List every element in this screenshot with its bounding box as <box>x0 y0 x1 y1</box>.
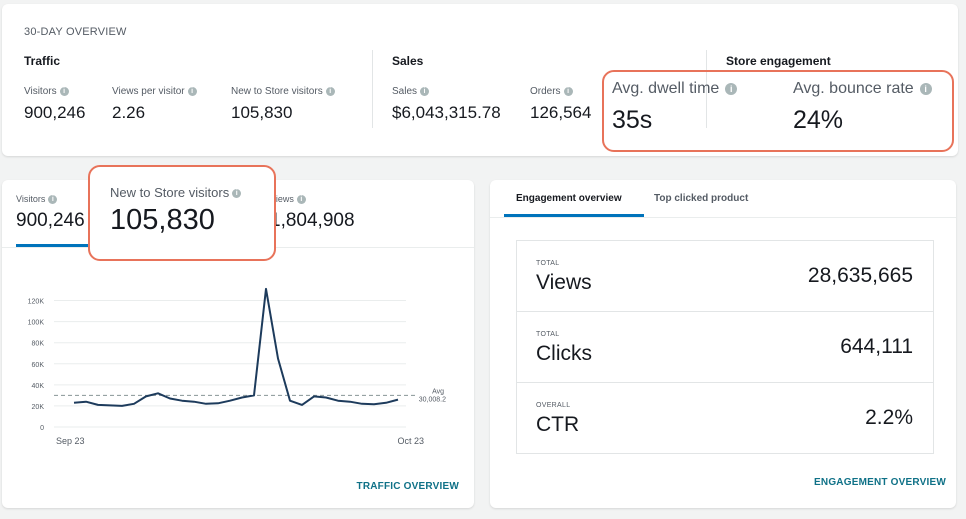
kpi-value: 644,111 <box>840 335 913 358</box>
metric-orders: Orders i 126,564 <box>530 86 591 123</box>
tab-divider <box>490 217 956 218</box>
metric-value: 900,246 <box>24 103 86 122</box>
y-tick-label: 0 <box>40 425 44 432</box>
metric-new-to-store: New to Store visitors i 105,830 <box>231 86 335 123</box>
average-value-label: 30,008.2 <box>419 396 446 403</box>
metric-value: 2.26 <box>112 103 146 122</box>
y-tick-label: 80K <box>32 341 45 348</box>
info-icon[interactable]: i <box>48 195 58 205</box>
traffic-metric-views[interactable]: Views i 1,804,908 <box>270 194 355 232</box>
visitors-series-line <box>73 287 399 407</box>
y-tick-label: 20K <box>32 404 45 411</box>
metric-visitors: Visitors i 900,246 <box>24 86 85 123</box>
metric-label: New to Store visitors <box>231 86 323 97</box>
engagement-group-title: Store engagement <box>726 54 831 68</box>
kpi-qualifier: OVERALL <box>536 402 571 409</box>
metric-avg-dwell-time: Avg. dwell time i 35s <box>612 80 738 135</box>
info-icon[interactable]: i <box>725 82 738 95</box>
metric-sales: Sales i $6,043,315.78 <box>392 86 501 123</box>
kpi-name: Clicks <box>536 342 592 365</box>
metric-value: 24% <box>793 106 844 134</box>
group-divider <box>372 50 373 128</box>
active-tab-underline <box>504 214 644 217</box>
kpi-name: Views <box>536 271 592 294</box>
metric-label: Visitors <box>16 194 46 204</box>
metric-value: 1,804,908 <box>270 210 355 232</box>
callout-label: New to Store visitors <box>110 185 230 200</box>
metric-value: $6,043,315.78 <box>392 103 501 122</box>
metric-label: Sales <box>392 86 418 97</box>
kpi-row-ctr: OVERALL CTR 2.2% <box>517 383 933 454</box>
engagement-card: Engagement overview Top clicked product … <box>490 180 956 508</box>
metric-value: 900,246 <box>16 210 85 232</box>
metric-views-per-visitor: Views per visitor i 2.26 <box>112 86 197 123</box>
kpi-row-clicks: TOTAL Clicks 644,111 <box>517 312 933 383</box>
metric-value: 35s <box>612 106 653 134</box>
metric-label: Avg. dwell time <box>612 80 720 97</box>
metric-label: Orders <box>530 86 561 97</box>
overview-card: 30-DAY OVERVIEW Traffic Sales Store enga… <box>2 4 958 156</box>
traffic-overview-link[interactable]: TRAFFIC OVERVIEW <box>356 481 459 492</box>
average-label: Avg <box>432 388 444 395</box>
kpi-name: CTR <box>536 413 580 436</box>
sales-group-title: Sales <box>392 54 424 68</box>
info-icon[interactable]: i <box>187 86 197 96</box>
info-icon[interactable]: i <box>919 82 932 95</box>
active-metric-underline <box>16 244 96 247</box>
tab-top-clicked-product[interactable]: Top clicked product <box>654 193 749 204</box>
info-icon[interactable]: i <box>420 86 430 96</box>
info-icon[interactable]: i <box>325 86 335 96</box>
kpi-qualifier: TOTAL <box>536 331 560 338</box>
new-to-store-visitors-callout: New to Store visitors i 105,830 <box>88 165 276 261</box>
metric-avg-bounce-rate: Avg. bounce rate i 24% <box>793 80 932 135</box>
kpi-qualifier: TOTAL <box>536 260 560 267</box>
kpi-row-views: TOTAL Views 28,635,665 <box>517 241 933 312</box>
metric-value: 126,564 <box>530 103 592 122</box>
y-tick-label: 60K <box>32 362 45 369</box>
info-icon[interactable]: i <box>563 86 573 96</box>
y-tick-label: 120K <box>28 299 45 306</box>
info-icon[interactable]: i <box>59 86 69 96</box>
highlight-annotation <box>602 70 954 152</box>
metric-label: Avg. bounce rate <box>793 80 914 97</box>
y-tick-label: 40K <box>32 383 45 390</box>
traffic-metric-visitors[interactable]: Visitors i 900,246 <box>16 194 85 232</box>
kpi-value: 2.2% <box>865 406 913 429</box>
metric-label: Views <box>270 194 294 204</box>
overview-title: 30-DAY OVERVIEW <box>24 26 127 38</box>
engagement-overview-link[interactable]: ENGAGEMENT OVERVIEW <box>814 477 946 488</box>
callout-value: 105,830 <box>110 204 215 236</box>
info-icon[interactable]: i <box>232 189 242 199</box>
kpi-value: 28,635,665 <box>807 264 913 287</box>
engagement-kpi-table: TOTAL Views 28,635,665 TOTAL Clicks 644,… <box>516 240 934 454</box>
group-divider <box>706 50 707 128</box>
metric-label: Visitors <box>24 86 57 97</box>
tab-engagement-overview[interactable]: Engagement overview <box>516 193 622 204</box>
traffic-group-title: Traffic <box>24 54 61 68</box>
metric-label: Views per visitor <box>112 86 185 97</box>
y-tick-label: 100K <box>28 320 45 327</box>
x-tick-label: Oct 23 <box>397 436 424 446</box>
metric-value: 105,830 <box>231 103 293 122</box>
x-tick-label: Sep 23 <box>56 436 85 446</box>
info-icon[interactable]: i <box>296 195 306 205</box>
